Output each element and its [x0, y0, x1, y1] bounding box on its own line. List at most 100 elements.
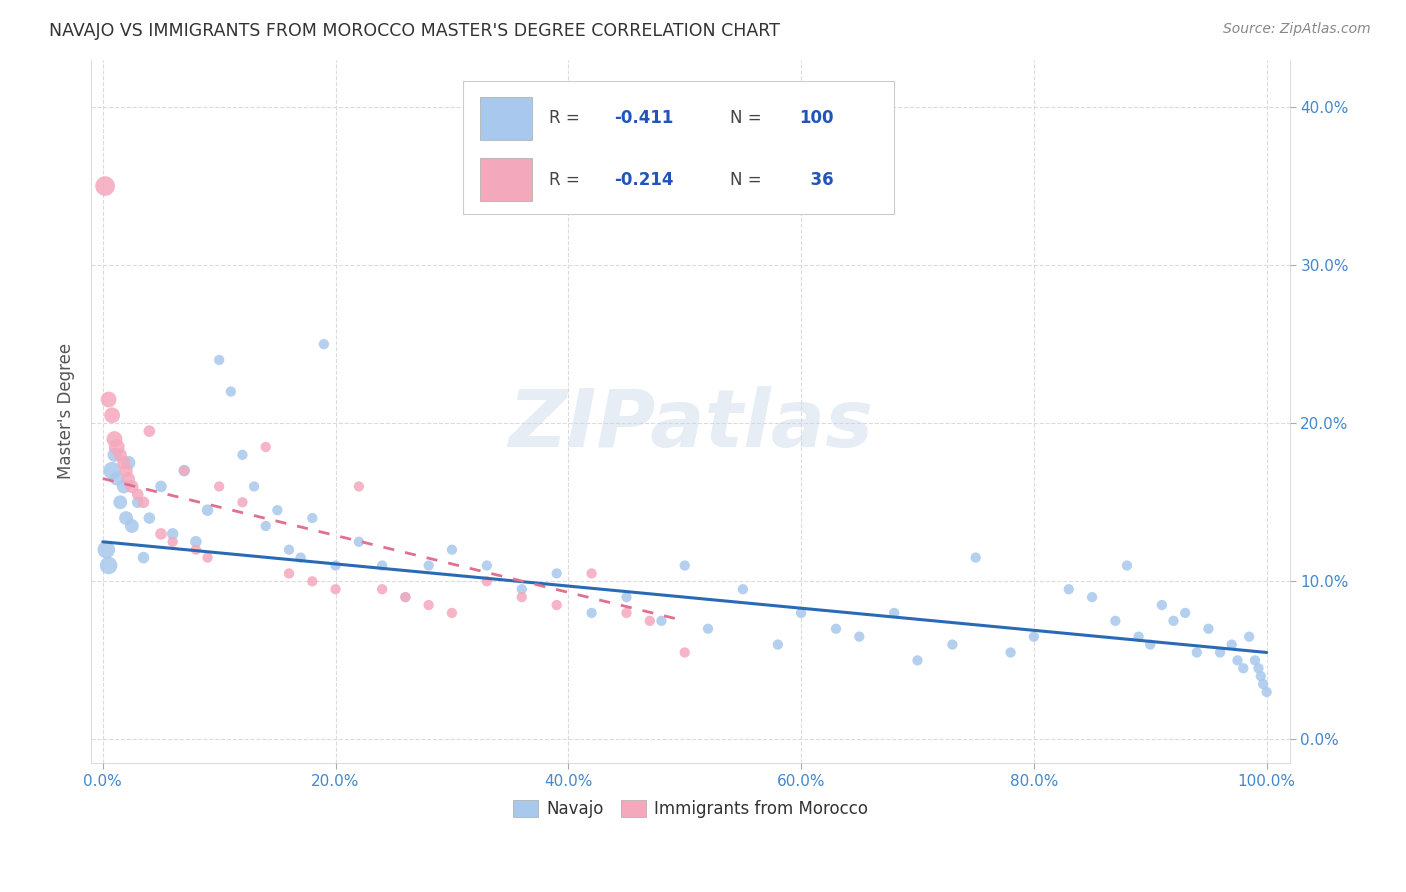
Point: [1197, 622, 1219, 636]
Point: [1209, 645, 1232, 659]
Point: [231, 495, 253, 509]
Point: [138, 511, 160, 525]
Point: [581, 606, 603, 620]
Point: [301, 511, 323, 525]
Point: [440, 542, 463, 557]
Point: [97, 558, 120, 573]
Point: [1237, 630, 1260, 644]
Point: [184, 534, 207, 549]
Point: [673, 558, 696, 573]
Point: [290, 550, 312, 565]
Point: [254, 440, 277, 454]
Point: [115, 464, 138, 478]
Point: [347, 479, 370, 493]
Point: [112, 456, 135, 470]
Y-axis label: Master's Degree: Master's Degree: [58, 343, 75, 479]
Point: [1163, 614, 1185, 628]
Point: [907, 653, 929, 667]
Point: [1226, 653, 1249, 667]
Point: [112, 479, 135, 493]
Point: [278, 566, 301, 581]
Point: [1128, 630, 1150, 644]
Point: [546, 598, 568, 612]
Point: [115, 511, 138, 525]
Point: [766, 638, 789, 652]
Point: [616, 590, 638, 604]
Point: [96, 542, 118, 557]
Point: [121, 479, 143, 493]
Point: [394, 590, 416, 604]
Point: [697, 622, 720, 636]
Point: [266, 503, 288, 517]
Point: [475, 574, 498, 589]
Point: [254, 519, 277, 533]
Point: [1057, 582, 1080, 597]
Point: [231, 448, 253, 462]
Point: [941, 638, 963, 652]
Text: ZIPatlas: ZIPatlas: [508, 386, 873, 465]
Point: [510, 582, 533, 597]
Point: [790, 606, 813, 620]
Point: [371, 582, 394, 597]
Point: [325, 582, 347, 597]
Point: [1116, 558, 1139, 573]
Point: [440, 606, 463, 620]
Point: [1104, 614, 1126, 628]
Point: [418, 558, 440, 573]
Point: [1247, 661, 1270, 675]
Legend: Navajo, Immigrants from Morocco: Navajo, Immigrants from Morocco: [506, 794, 875, 825]
Point: [418, 598, 440, 612]
Point: [103, 432, 125, 446]
Point: [101, 409, 124, 423]
Point: [132, 550, 155, 565]
Point: [121, 519, 143, 533]
Point: [103, 448, 125, 462]
Point: [132, 495, 155, 509]
Point: [208, 479, 231, 493]
Point: [162, 534, 184, 549]
Point: [394, 590, 416, 604]
Text: Source: ZipAtlas.com: Source: ZipAtlas.com: [1223, 22, 1371, 37]
Point: [1250, 669, 1272, 683]
Point: [1251, 677, 1274, 691]
Point: [301, 574, 323, 589]
Point: [510, 590, 533, 604]
Point: [1081, 590, 1104, 604]
Point: [638, 614, 661, 628]
Point: [650, 614, 672, 628]
Point: [101, 464, 124, 478]
Point: [162, 527, 184, 541]
Point: [312, 337, 335, 351]
Point: [127, 495, 149, 509]
Text: NAVAJO VS IMMIGRANTS FROM MOROCCO MASTER'S DEGREE CORRELATION CHART: NAVAJO VS IMMIGRANTS FROM MOROCCO MASTER…: [49, 22, 780, 40]
Point: [848, 630, 870, 644]
Point: [1185, 645, 1208, 659]
Point: [184, 542, 207, 557]
Point: [1244, 653, 1267, 667]
Point: [243, 479, 266, 493]
Point: [110, 495, 132, 509]
Point: [208, 353, 231, 368]
Point: [825, 622, 848, 636]
Point: [546, 566, 568, 581]
Point: [581, 566, 603, 581]
Point: [278, 542, 301, 557]
Point: [138, 424, 160, 438]
Point: [1139, 638, 1161, 652]
Point: [1174, 606, 1197, 620]
Point: [616, 606, 638, 620]
Point: [371, 558, 394, 573]
Point: [1150, 598, 1173, 612]
Point: [117, 471, 139, 485]
Point: [105, 440, 128, 454]
Point: [149, 527, 172, 541]
Point: [1000, 645, 1022, 659]
Point: [173, 464, 195, 478]
Point: [1220, 638, 1243, 652]
Point: [883, 606, 905, 620]
Point: [197, 550, 219, 565]
Point: [117, 456, 139, 470]
Point: [1022, 630, 1045, 644]
Point: [219, 384, 242, 399]
Point: [110, 448, 132, 462]
